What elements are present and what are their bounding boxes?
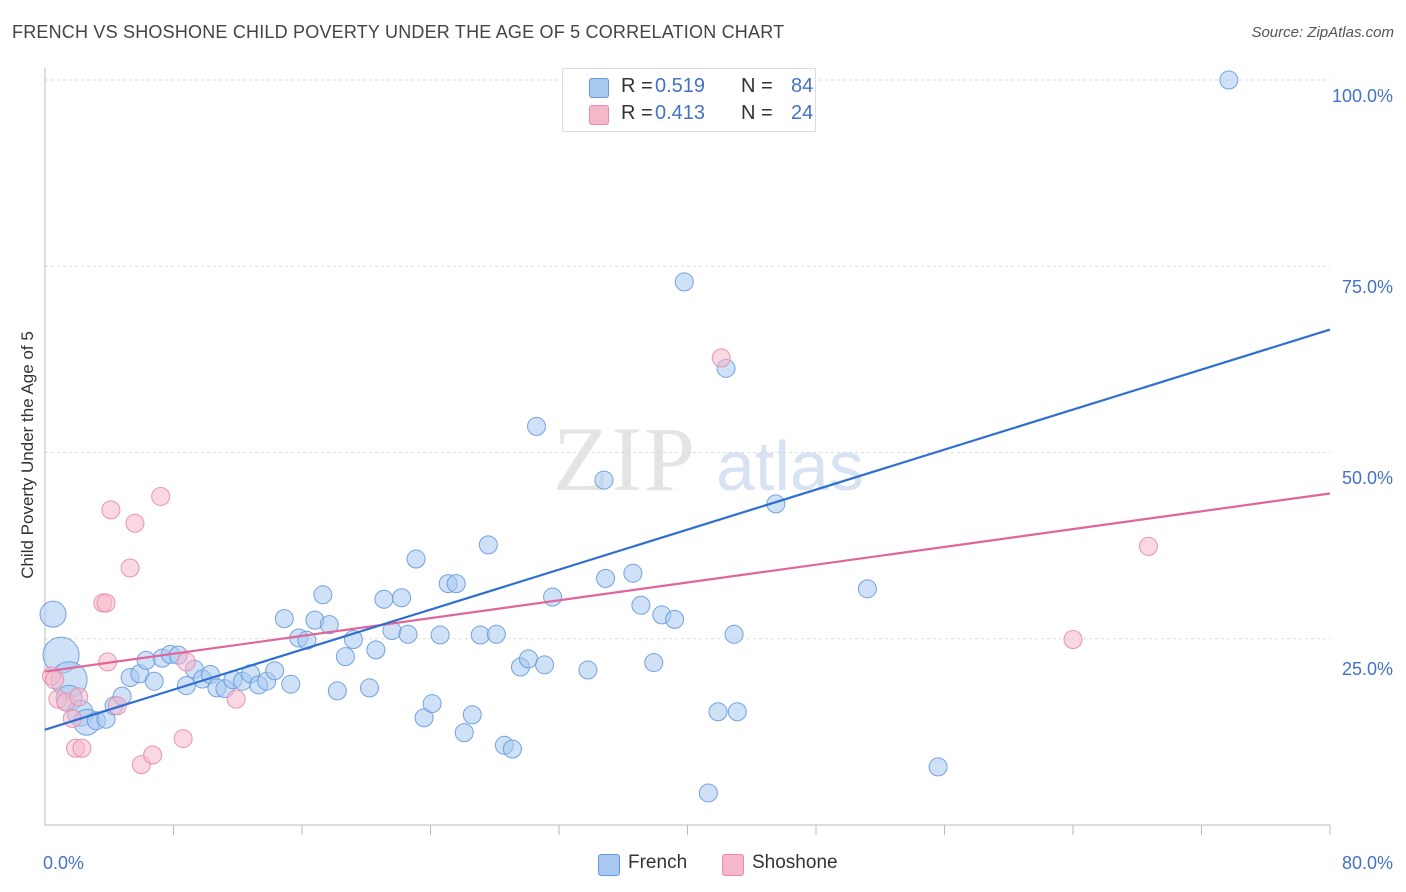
x-tick-label-min: 0.0% — [43, 853, 85, 873]
french-point — [698, 783, 718, 803]
french-point — [406, 549, 426, 569]
french-point — [281, 674, 301, 694]
shoshone-point — [1063, 629, 1083, 649]
shoshone-point — [101, 500, 121, 520]
shoshone-point — [45, 670, 65, 690]
shoshone-point — [96, 593, 116, 613]
french-point — [674, 272, 694, 292]
watermark: ZIP atlas — [553, 408, 864, 510]
french-point — [724, 624, 744, 644]
trend-lines — [44, 328, 1331, 731]
french-point — [392, 588, 412, 608]
french-point — [535, 655, 555, 675]
y-axis-label: Child Poverty Under the Age of 5 — [18, 331, 37, 579]
y-tick-label-75: 75.0% — [1341, 277, 1393, 297]
french-point — [136, 650, 156, 670]
shoshone-point — [72, 738, 92, 758]
french-n-label: N = — [741, 75, 773, 97]
shoshone-r-label: R = — [621, 102, 653, 124]
french-point — [486, 624, 506, 644]
french-point — [398, 624, 418, 644]
french-point — [414, 708, 434, 728]
french-trend-line — [44, 328, 1331, 731]
french-r-label: R = — [621, 75, 653, 97]
french-point — [374, 589, 394, 609]
shoshone-swatch — [589, 105, 609, 125]
shoshone-point — [143, 745, 163, 765]
x-tick-label-max: 80.0% — [1341, 853, 1393, 873]
french-point — [631, 595, 651, 615]
french-point — [319, 615, 339, 635]
french-point — [359, 678, 379, 698]
legend-shoshone-swatch — [722, 854, 744, 876]
shoshone-point — [226, 689, 246, 709]
shoshone-point — [120, 558, 140, 578]
french-point — [335, 647, 355, 667]
french-point — [446, 574, 466, 594]
shoshone-point — [151, 486, 171, 506]
french-point — [39, 600, 67, 628]
french-n-value: 84 — [791, 75, 814, 97]
french-r-value: 0.519 — [655, 75, 706, 97]
french-point — [928, 757, 948, 777]
french-point — [462, 705, 482, 725]
shoshone-n-value: 24 — [791, 102, 814, 124]
source-label: Source: ZipAtlas.com — [1251, 24, 1394, 41]
french-point — [727, 702, 747, 722]
french-point — [594, 470, 614, 490]
y-tick-label-50: 50.0% — [1341, 468, 1393, 488]
legend-shoshone-label: Shoshone — [752, 852, 838, 873]
french-point — [1219, 70, 1239, 90]
french-swatch — [589, 78, 609, 98]
stats-legend-box: R = 0.519 N = 84 R = 0.413 N = 24 — [562, 68, 816, 132]
shoshone-point — [107, 696, 127, 716]
french-point — [623, 563, 643, 583]
french-point — [857, 579, 877, 599]
legend-french-label: French — [628, 852, 688, 873]
french-point — [430, 625, 450, 645]
french-point — [274, 609, 294, 629]
shoshone-trend-line — [44, 492, 1331, 673]
french-point — [644, 653, 664, 673]
shoshone-point — [173, 729, 193, 749]
y-tick-label-100: 100.0% — [1331, 86, 1393, 106]
watermark-zip: ZIP — [553, 408, 697, 510]
shoshone-n-label: N = — [741, 102, 773, 124]
shoshone-point — [125, 513, 145, 533]
shoshone-point — [69, 687, 89, 707]
x-tick-marks — [173, 825, 1331, 835]
french-point — [366, 640, 386, 660]
french-point — [543, 587, 563, 607]
shoshone-r-value: 0.413 — [655, 102, 706, 124]
french-point — [708, 702, 728, 722]
shoshone-point — [711, 348, 731, 368]
french-point — [265, 661, 285, 681]
french-point — [518, 649, 538, 669]
french-point — [502, 739, 522, 759]
french-point — [327, 681, 347, 701]
y-tick-label-25: 25.0% — [1341, 659, 1393, 679]
french-point — [470, 625, 490, 645]
legend-french-swatch — [598, 854, 620, 876]
french-point — [596, 568, 616, 588]
french-point — [454, 723, 474, 743]
shoshone-point — [1138, 536, 1158, 556]
series-french-points — [39, 70, 1239, 803]
shoshone-point — [176, 652, 196, 672]
french-point — [527, 416, 547, 436]
french-point — [313, 585, 333, 605]
gridlines — [45, 79, 1330, 640]
french-point — [478, 535, 498, 555]
french-point — [422, 694, 442, 714]
french-point — [578, 660, 598, 680]
chart-title: FRENCH VS SHOSHONE CHILD POVERTY UNDER T… — [12, 22, 785, 42]
french-point — [144, 671, 164, 691]
series-shoshone-points — [41, 348, 1158, 775]
watermark-atlas: atlas — [716, 427, 864, 505]
french-point — [665, 609, 685, 629]
